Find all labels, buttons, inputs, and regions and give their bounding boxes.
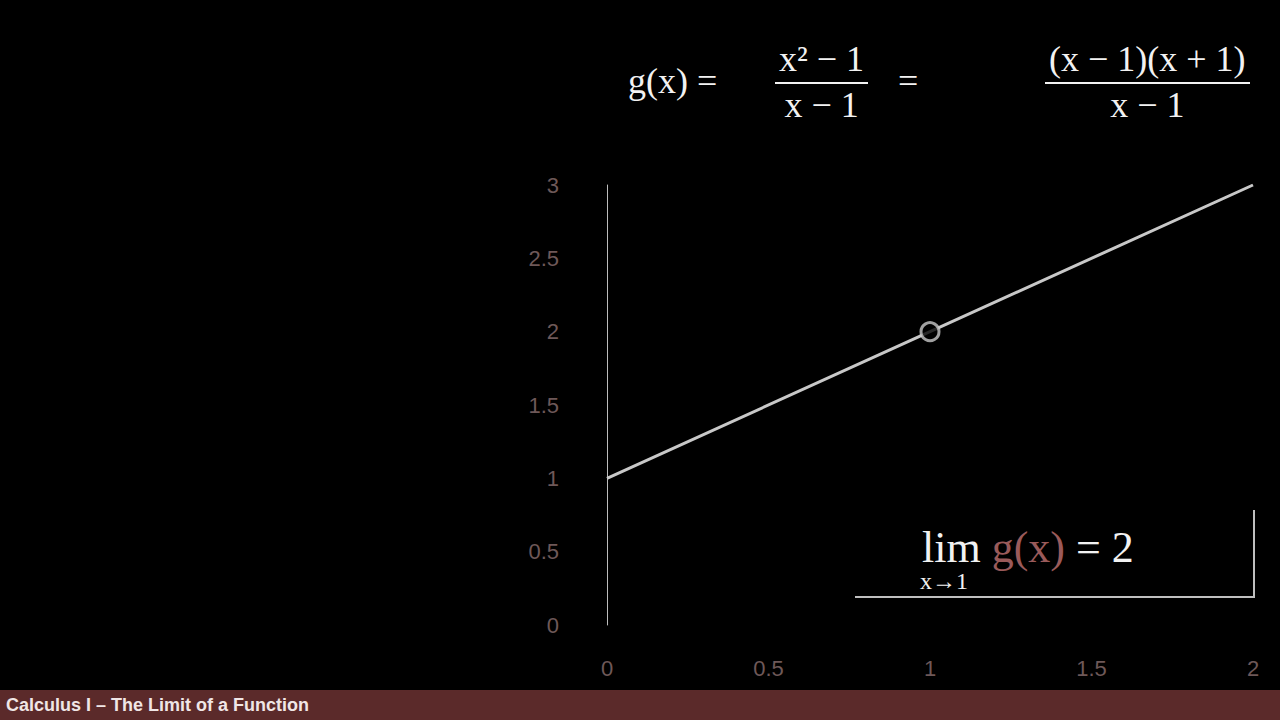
html-text:x→1: x→1 (920, 568, 968, 594)
html-text:g(x) =: g(x) = (628, 61, 718, 101)
html-text:x − 1: x − 1 (1110, 84, 1185, 125)
svg-text:0.5: 0.5 (753, 656, 784, 681)
svg-text:0: 0 (601, 656, 613, 681)
html-text:(x − 1)(x + 1): (x − 1)(x + 1) (1049, 39, 1246, 79)
html-text:lim g(x) = 2: lim g(x) = 2 (922, 523, 1134, 572)
svg-text:1.5: 1.5 (1076, 656, 1107, 681)
svg-text:1: 1 (924, 656, 936, 681)
svg-text:2: 2 (1247, 656, 1259, 681)
svg-text:1.5: 1.5 (528, 393, 559, 418)
svg-text:3: 3 (547, 173, 559, 198)
svg-text:0: 0 (547, 613, 559, 638)
svg-text:1: 1 (547, 466, 559, 491)
svg-text:2: 2 (547, 319, 559, 344)
html-text:Calculus I – The Limit of a Fu: Calculus I – The Limit of a Function (6, 695, 309, 715)
svg-text:2.5: 2.5 (528, 246, 559, 271)
svg-text:0.5: 0.5 (528, 539, 559, 564)
html-text:x − 1: x − 1 (784, 84, 859, 125)
html-text:x² − 1: x² − 1 (779, 39, 865, 79)
